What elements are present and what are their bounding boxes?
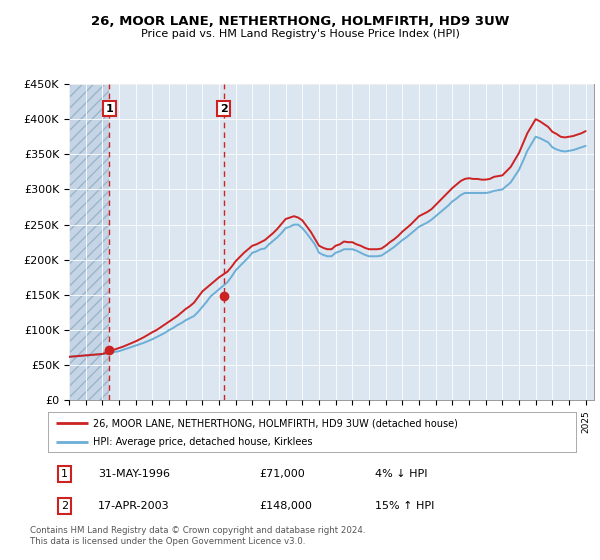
Text: Contains HM Land Registry data © Crown copyright and database right 2024.
This d: Contains HM Land Registry data © Crown c…: [30, 526, 365, 546]
Text: 26, MOOR LANE, NETHERTHONG, HOLMFIRTH, HD9 3UW: 26, MOOR LANE, NETHERTHONG, HOLMFIRTH, H…: [91, 15, 509, 28]
Text: £71,000: £71,000: [259, 469, 305, 479]
Text: £148,000: £148,000: [259, 501, 312, 511]
Text: 1: 1: [106, 104, 113, 114]
Text: 17-APR-2003: 17-APR-2003: [98, 501, 170, 511]
Text: 31-MAY-1996: 31-MAY-1996: [98, 469, 170, 479]
Text: 26, MOOR LANE, NETHERTHONG, HOLMFIRTH, HD9 3UW (detached house): 26, MOOR LANE, NETHERTHONG, HOLMFIRTH, H…: [93, 418, 458, 428]
Text: 2: 2: [61, 501, 68, 511]
Text: 15% ↑ HPI: 15% ↑ HPI: [376, 501, 435, 511]
Text: Price paid vs. HM Land Registry's House Price Index (HPI): Price paid vs. HM Land Registry's House …: [140, 29, 460, 39]
Bar: [69, 84, 109, 400]
Text: 4% ↓ HPI: 4% ↓ HPI: [376, 469, 428, 479]
Text: 2: 2: [220, 104, 228, 114]
Text: HPI: Average price, detached house, Kirklees: HPI: Average price, detached house, Kirk…: [93, 437, 313, 447]
Text: 1: 1: [61, 469, 68, 479]
